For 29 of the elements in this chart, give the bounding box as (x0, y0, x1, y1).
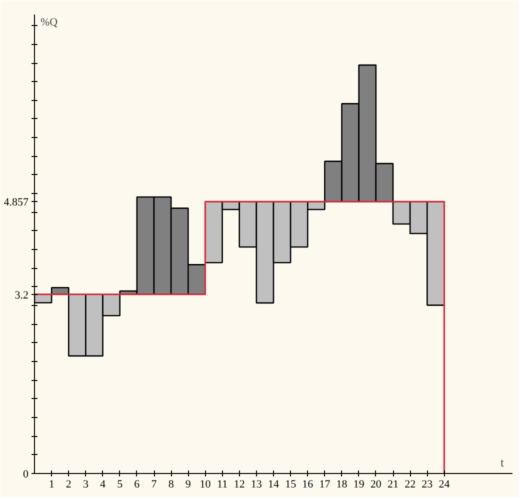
x-tick-label: 9 (185, 478, 192, 490)
x-tick-label: 8 (168, 478, 174, 490)
y-tick-label: 3.2 (14, 289, 28, 302)
x-tick-label: 14 (268, 478, 280, 490)
x-tick-label: 13 (250, 478, 262, 490)
x-tick-label: 4 (100, 478, 106, 490)
x-tick-label: 10 (200, 478, 212, 490)
x-tick-label: 24 (438, 478, 450, 490)
y-tick-label: 4.857 (4, 196, 29, 209)
x-tick-label: 12 (234, 478, 245, 490)
x-tick-label: 23 (422, 478, 434, 490)
x-tick-label: 20 (370, 478, 382, 490)
x-tick-label: 5 (117, 478, 124, 490)
x-axis-title: t (500, 456, 504, 470)
x-tick-label: 18 (336, 478, 348, 490)
x-tick-label: 16 (302, 478, 314, 490)
x-tick-label: 6 (134, 478, 140, 490)
x-tick-label: 22 (404, 478, 416, 490)
x-tick-label: 11 (216, 478, 228, 490)
x-tick-label: 19 (353, 478, 365, 490)
y-tick-label: 0 (23, 468, 29, 480)
x-tick-label: 17 (319, 478, 331, 490)
x-tick-label: 15 (285, 478, 297, 490)
x-tick-label: 7 (151, 478, 158, 490)
x-tick-label: 3 (82, 478, 89, 490)
x-tick-label: 1 (48, 478, 54, 490)
x-tick-label: 21 (388, 478, 398, 490)
y-axis-title: %Q (40, 16, 58, 28)
x-tick-label: 2 (66, 478, 72, 490)
